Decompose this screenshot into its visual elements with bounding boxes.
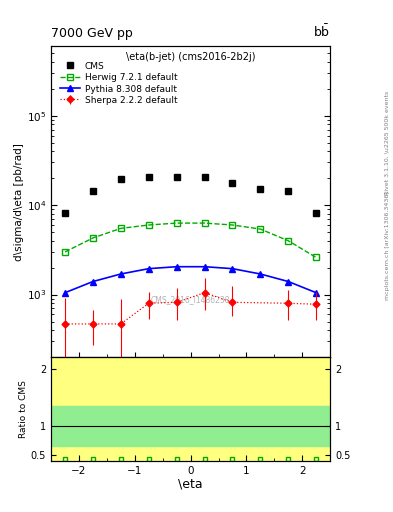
Text: mcplots.cern.ch [arXiv:1306.3436]: mcplots.cern.ch [arXiv:1306.3436] xyxy=(385,191,389,300)
Pythia 8.308 default xyxy=(202,264,207,270)
Legend: CMS, Herwig 7.2.1 default, Pythia 8.308 default, Sherpa 2.2.2 default: CMS, Herwig 7.2.1 default, Pythia 8.308 … xyxy=(59,60,179,107)
Herwig 7.2.1 default xyxy=(258,226,263,232)
Bar xyxy=(51,357,330,461)
CMS xyxy=(119,176,123,182)
Pythia 8.308 default xyxy=(146,266,151,272)
CMS xyxy=(146,174,151,180)
CMS xyxy=(286,187,291,194)
Herwig 7.2.1 default xyxy=(230,222,235,228)
Bar xyxy=(51,406,330,446)
Herwig 7.2.1 default xyxy=(286,238,291,244)
Pythia 8.308 default xyxy=(314,290,318,296)
Pythia 8.308 default xyxy=(119,271,123,277)
Line: Herwig 7.2.1 default: Herwig 7.2.1 default xyxy=(62,220,319,261)
Herwig 7.2.1 default xyxy=(146,222,151,228)
Herwig 7.2.1 default xyxy=(119,225,123,231)
Herwig 7.2.1 default xyxy=(202,220,207,226)
Pythia 8.308 default xyxy=(286,279,291,285)
Text: CMS_2016_I1486238: CMS_2016_I1486238 xyxy=(151,295,230,304)
Herwig 7.2.1 default xyxy=(90,235,95,241)
CMS xyxy=(314,210,318,216)
CMS xyxy=(63,210,68,216)
Pythia 8.308 default xyxy=(63,290,68,296)
Text: 7000 GeV pp: 7000 GeV pp xyxy=(51,27,133,40)
X-axis label: \eta: \eta xyxy=(178,477,203,490)
Line: CMS: CMS xyxy=(62,174,319,216)
CMS xyxy=(174,174,179,180)
Y-axis label: d\sigma/d\eta [pb/rad]: d\sigma/d\eta [pb/rad] xyxy=(14,143,24,261)
Text: \eta(b-jet) (cms2016-2b2j): \eta(b-jet) (cms2016-2b2j) xyxy=(126,52,255,62)
Pythia 8.308 default xyxy=(90,279,95,285)
Pythia 8.308 default xyxy=(174,264,179,270)
Text: Rivet 3.1.10, \u2265 500k events: Rivet 3.1.10, \u2265 500k events xyxy=(385,91,389,196)
CMS xyxy=(230,180,235,186)
Herwig 7.2.1 default xyxy=(314,254,318,261)
Herwig 7.2.1 default xyxy=(63,249,68,255)
Pythia 8.308 default xyxy=(230,266,235,272)
Line: Pythia 8.308 default: Pythia 8.308 default xyxy=(62,264,319,296)
Pythia 8.308 default xyxy=(258,271,263,277)
Y-axis label: Ratio to CMS: Ratio to CMS xyxy=(19,380,28,438)
CMS xyxy=(258,186,263,193)
CMS xyxy=(90,187,95,194)
Herwig 7.2.1 default xyxy=(174,220,179,226)
Text: b$\bar{\mathrm{b}}$: b$\bar{\mathrm{b}}$ xyxy=(313,24,330,40)
CMS xyxy=(202,174,207,180)
